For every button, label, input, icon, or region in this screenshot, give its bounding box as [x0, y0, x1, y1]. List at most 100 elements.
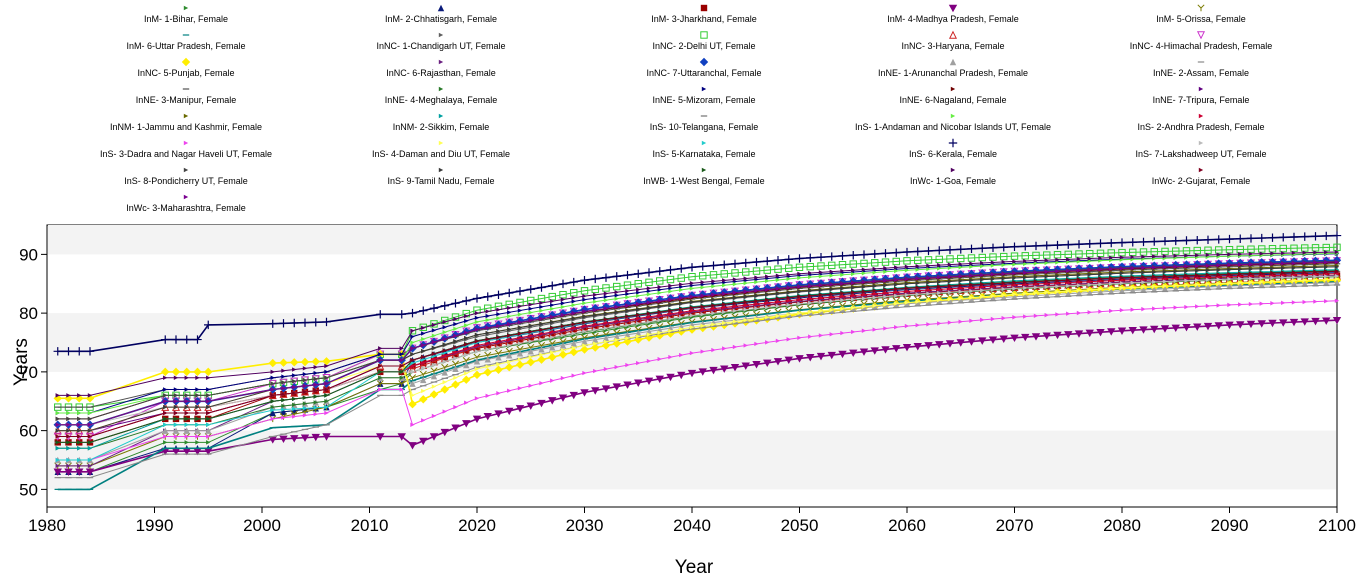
data-point — [431, 322, 437, 328]
data-point — [66, 416, 71, 422]
data-point — [378, 369, 383, 375]
data-point — [1152, 254, 1157, 259]
data-point — [410, 328, 415, 333]
data-point — [1183, 284, 1190, 292]
data-point — [687, 263, 697, 272]
data-point — [440, 385, 449, 394]
data-point — [1130, 307, 1135, 312]
data-point — [1227, 272, 1232, 277]
data-point — [322, 357, 331, 366]
data-point — [1290, 244, 1298, 252]
data-point — [558, 350, 568, 359]
data-point — [77, 434, 82, 439]
data-point — [656, 314, 663, 322]
data-point — [270, 393, 275, 398]
data-point — [1044, 284, 1049, 290]
data-point — [1334, 264, 1340, 269]
data-point — [829, 307, 834, 313]
data-point — [679, 352, 684, 358]
data-point — [1031, 241, 1041, 251]
legend-label: InNE- 6-Nagaland, Female — [899, 95, 1006, 105]
data-point — [709, 271, 718, 279]
data-point — [924, 342, 933, 350]
data-point — [85, 468, 95, 476]
data-point — [657, 284, 662, 290]
data-point — [324, 393, 329, 398]
data-point — [1065, 290, 1072, 297]
legend-item: InM- 6-Uttar Pradesh, Female — [126, 34, 246, 51]
data-point — [1215, 283, 1222, 290]
data-point — [861, 304, 867, 309]
data-point — [453, 404, 458, 410]
data-point — [1259, 266, 1264, 271]
data-point — [1227, 280, 1232, 286]
data-point — [560, 327, 566, 333]
data-point — [206, 410, 211, 416]
legend-label: InS- 6-Kerala, Female — [909, 149, 997, 159]
data-point — [1162, 274, 1168, 279]
x-tick-label: 2090 — [1211, 516, 1249, 535]
data-point — [1107, 238, 1116, 248]
data-point — [182, 447, 191, 456]
data-point — [570, 327, 577, 335]
data-point — [1152, 274, 1157, 280]
data-point — [442, 409, 447, 414]
data-point — [851, 290, 856, 295]
data-point — [765, 274, 770, 279]
data-point — [817, 262, 825, 270]
data-point — [645, 316, 653, 323]
data-point — [915, 299, 920, 304]
data-point — [816, 352, 826, 361]
y-tick-label: 90 — [19, 245, 38, 264]
data-point — [775, 286, 781, 291]
data-point — [582, 309, 587, 314]
data-point — [1195, 263, 1200, 269]
data-point — [990, 316, 996, 322]
data-point — [1098, 271, 1103, 277]
data-point — [818, 287, 824, 293]
data-point — [1128, 326, 1137, 335]
data-point — [903, 300, 911, 307]
data-point — [87, 393, 93, 398]
data-point — [313, 411, 318, 417]
legend-label: InNM- 1-Jammu and Kashmir, Female — [110, 122, 262, 132]
data-point — [765, 287, 770, 292]
data-point — [1238, 262, 1243, 267]
data-point — [1301, 280, 1308, 287]
data-point — [614, 315, 619, 321]
data-point — [560, 375, 566, 381]
legend-label: InS- 2-Andhra Pradesh, Female — [1137, 122, 1264, 132]
data-point — [162, 427, 169, 434]
data-point — [1031, 333, 1041, 341]
data-point — [77, 446, 82, 451]
data-point — [636, 301, 641, 307]
data-point — [517, 308, 523, 313]
data-point — [1281, 270, 1286, 276]
data-point — [915, 267, 920, 272]
data-point — [743, 343, 748, 348]
data-point — [668, 311, 673, 317]
data-point — [1216, 267, 1221, 273]
data-point — [980, 282, 985, 287]
data-point — [537, 399, 546, 408]
data-point — [1055, 284, 1060, 289]
data-point — [1033, 279, 1039, 284]
x-tick-label: 2060 — [888, 516, 926, 535]
data-point — [926, 291, 931, 296]
data-point — [591, 285, 599, 294]
data-point — [1033, 261, 1039, 266]
data-point — [1162, 264, 1168, 270]
data-point — [1076, 310, 1082, 316]
data-point — [871, 259, 879, 267]
data-point — [517, 331, 523, 337]
data-point — [184, 375, 189, 380]
data-point — [904, 264, 910, 269]
data-point — [827, 351, 836, 360]
data-point — [668, 289, 673, 294]
data-point — [1096, 239, 1105, 248]
data-point — [700, 307, 705, 312]
data-point — [408, 399, 417, 409]
data-point — [774, 265, 782, 273]
legend-label: InS- 4-Daman and Diu UT, Female — [372, 149, 510, 159]
data-point — [1184, 282, 1189, 288]
